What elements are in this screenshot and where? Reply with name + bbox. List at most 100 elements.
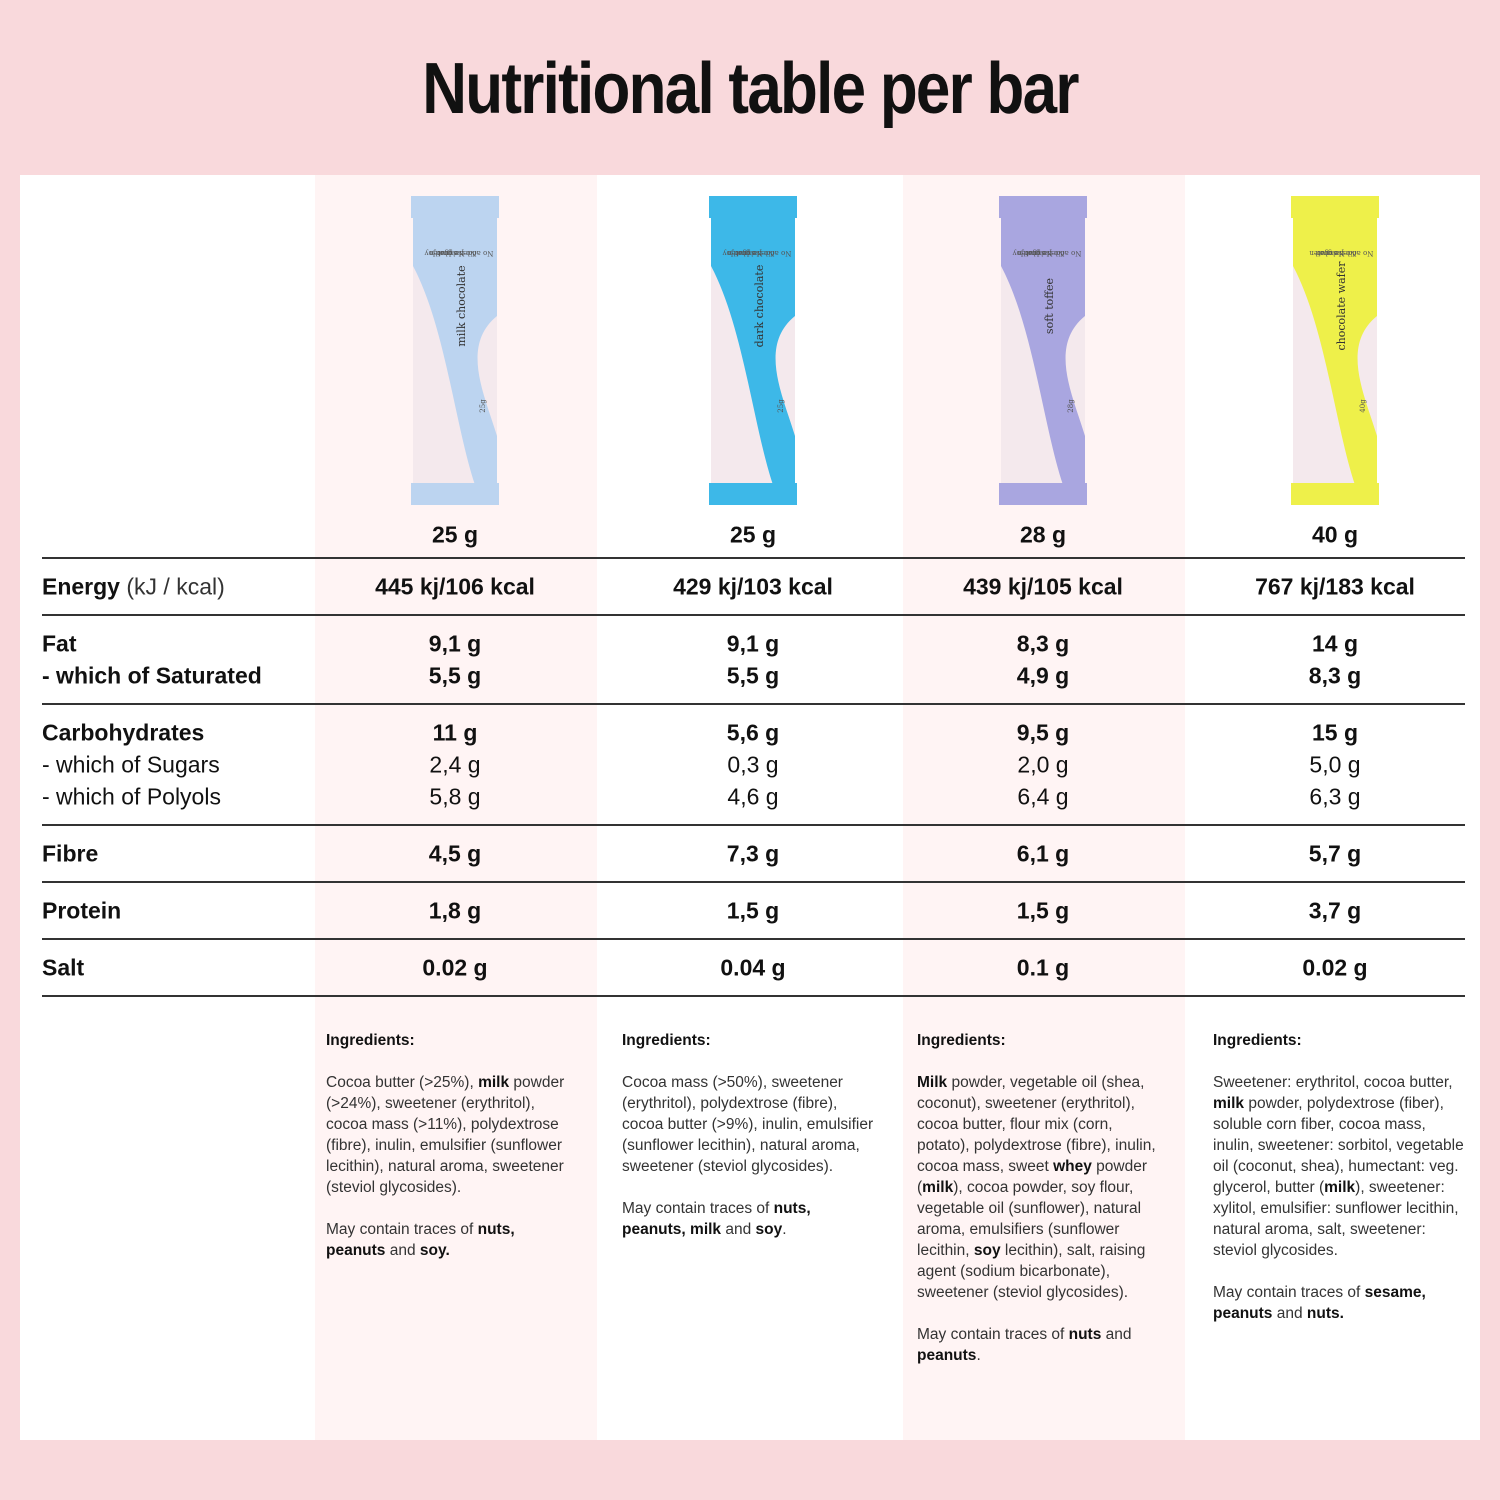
crimp-top xyxy=(1291,196,1379,218)
cell-value: 14 g xyxy=(1311,630,1359,657)
crimp-top xyxy=(411,196,499,218)
crimp-bottom xyxy=(999,483,1087,505)
cell-value: 5,7 g xyxy=(1308,840,1362,867)
text-run: and xyxy=(1101,1326,1132,1343)
text-run: powder ( xyxy=(917,1158,1148,1196)
row-label: Carbohydrates xyxy=(42,720,204,747)
separator xyxy=(42,703,1465,705)
text-run: nuts, peanuts, milk xyxy=(622,1200,811,1238)
cell-value: 9,1 g xyxy=(428,630,482,657)
text-run: milk xyxy=(922,1179,954,1196)
claim: No gluten xyxy=(1309,249,1345,257)
flavor: chocolate wafer xyxy=(1335,261,1348,351)
claim: Just Joy xyxy=(1012,249,1040,257)
cell-value: 6,1 g xyxy=(1016,840,1070,867)
ingredients: Ingredients: Milk powder, vegetable oil (… xyxy=(917,1030,1169,1387)
text-run: Sweetener: erythritol, cocoa butter, xyxy=(1213,1074,1453,1091)
row-label: - which of Polyols xyxy=(42,784,221,811)
separator xyxy=(42,557,1465,559)
pack-weight: 40g xyxy=(1359,399,1367,413)
product-weight: 40 g xyxy=(1311,521,1359,548)
cell-value: 5,6 g xyxy=(726,719,780,746)
cell-value: 0.02 g xyxy=(422,954,488,981)
cell-value: 15 g xyxy=(1311,719,1359,746)
label-text: Carbohydrates xyxy=(42,719,205,746)
text-run: nuts. xyxy=(1306,1305,1344,1322)
text-run: sesame, peanuts xyxy=(1213,1284,1426,1322)
separator xyxy=(42,881,1465,883)
pack-weight: 28g xyxy=(1067,399,1075,413)
ingredients-text: Milk powder, vegetable oil (shea, coconu… xyxy=(917,1072,1169,1303)
cell-value: 1,8 g xyxy=(428,897,482,924)
cell-value: 8,3 g xyxy=(1308,662,1362,689)
text-run: milk xyxy=(1213,1095,1245,1112)
cell-value: 445 kj/106 kcal xyxy=(375,573,535,600)
row-label: - which of Saturated xyxy=(42,663,262,690)
row-label: Energy (kJ / kcal) xyxy=(42,574,225,601)
text-run: peanuts xyxy=(917,1347,977,1364)
cell-value: 1,5 g xyxy=(726,897,780,924)
label-note: (kJ / kcal) xyxy=(119,573,225,600)
separator xyxy=(42,824,1465,826)
cell-value: 6,4 g xyxy=(1017,783,1069,810)
crimp-bottom xyxy=(709,483,797,505)
cell-value: 0.04 g xyxy=(720,954,786,981)
cell-value: 767 kj/183 kcal xyxy=(1255,573,1415,600)
heading-text: Ingredients: xyxy=(622,1032,711,1049)
ingredients: Ingredients: Cocoa butter (>25%), milk po… xyxy=(326,1030,578,1282)
pack-weight: 25g xyxy=(777,399,785,413)
text-run: Milk xyxy=(917,1074,948,1091)
cell-value: 4,5 g xyxy=(428,840,482,867)
cell-value: 0,3 g xyxy=(727,751,779,778)
claim: No palm oil xyxy=(1315,249,1357,257)
text-run: powder, vegetable oil (shea, coconut), s… xyxy=(917,1074,1156,1175)
ingredients-text: Cocoa mass (>50%), sweetener (erythritol… xyxy=(622,1072,874,1177)
cell-value: 3,7 g xyxy=(1308,897,1362,924)
heading-text: Ingredients: xyxy=(1213,1032,1302,1049)
cell-value: 439 kj/105 kcal xyxy=(963,573,1123,600)
cell-value: 4,6 g xyxy=(727,783,779,810)
ingredients-heading: Ingredients: xyxy=(1213,1030,1465,1051)
allergens-text: May contain traces of nuts, peanuts and … xyxy=(326,1219,578,1261)
heading-text: Ingredients: xyxy=(917,1032,1006,1049)
flavor: soft toffee xyxy=(1043,278,1056,334)
cell-value: 2,0 g xyxy=(1017,751,1069,778)
crimp-bottom xyxy=(411,483,499,505)
text-run: soy. xyxy=(419,1242,450,1259)
text-run: lecithin), salt, raising agent (sodium b… xyxy=(917,1242,1146,1301)
label-text: - which of Sugars xyxy=(42,751,220,778)
product-weight: 25 g xyxy=(729,521,777,548)
wrapper-swoosh xyxy=(1293,216,1377,485)
ingredients-text: Sweetener: erythritol, cocoa butter, mil… xyxy=(1213,1072,1465,1261)
row-label: Fat xyxy=(42,631,77,658)
cell-value: 5,0 g xyxy=(1309,751,1361,778)
text-run: and xyxy=(385,1242,420,1259)
allergens-text: May contain traces of sesame, peanuts an… xyxy=(1213,1282,1465,1324)
text-run: May contain traces of xyxy=(917,1326,1069,1343)
cell-value: 8,3 g xyxy=(1016,630,1070,657)
label-text: Fat xyxy=(42,630,77,657)
claim: Just Joy xyxy=(722,249,750,257)
ingredients-heading: Ingredients: xyxy=(917,1030,1169,1051)
text-run: soy xyxy=(973,1242,1001,1259)
flavor: dark chocolate xyxy=(753,265,766,348)
claim: No palm oil xyxy=(733,249,775,257)
crimp-top xyxy=(709,196,797,218)
text-run: powder, polydextrose (fiber), soluble co… xyxy=(1213,1095,1464,1196)
text-run: milk xyxy=(478,1074,510,1091)
label-text: Energy xyxy=(42,573,120,600)
text-run: whey xyxy=(1053,1158,1092,1175)
ingredients-heading: Ingredients: xyxy=(622,1030,874,1051)
text-run: powder (>24%), sweetener (erythritol), c… xyxy=(326,1074,565,1196)
cell-value: 7,3 g xyxy=(726,840,780,867)
row-label: Protein xyxy=(42,898,121,925)
text-run: May contain traces of xyxy=(326,1221,478,1238)
cell-value: 1,5 g xyxy=(1016,897,1070,924)
crimp-bottom xyxy=(1291,483,1379,505)
claim: No added sugar xyxy=(734,249,791,257)
cell-value: 429 kj/103 kcal xyxy=(673,573,833,600)
